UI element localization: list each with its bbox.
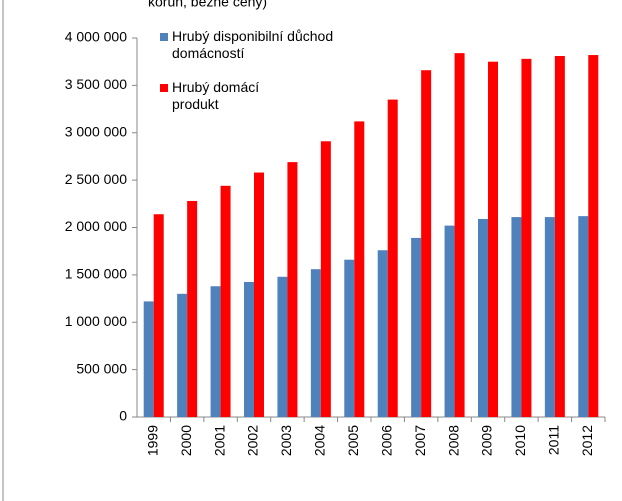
x-tick-label: 2005	[345, 425, 361, 456]
y-tick-label: 2 500 000	[65, 171, 127, 187]
x-tick-label: 2010	[512, 425, 528, 456]
bar	[488, 61, 498, 417]
bar	[320, 141, 331, 417]
bar	[277, 276, 288, 417]
bar	[377, 250, 388, 417]
bar	[554, 56, 565, 417]
bar	[210, 286, 221, 417]
bar	[220, 185, 231, 417]
bar	[478, 218, 488, 417]
bar	[578, 216, 589, 417]
bar	[544, 217, 555, 417]
bar	[387, 99, 398, 418]
bar	[187, 200, 198, 417]
legend-label: Hrubý disponibilní důchod domácností	[172, 28, 334, 61]
bar	[254, 172, 264, 417]
x-tick-label: 1999	[144, 425, 160, 456]
y-tick-label: 2 000 000	[65, 218, 127, 234]
bar	[153, 214, 164, 417]
x-tick-label: 2007	[412, 425, 428, 456]
y-tick-label: 4 000 000	[65, 29, 127, 45]
y-tick-label: 500 000	[76, 360, 127, 376]
legend-item: Hrubý disponibilní důchod domácností	[160, 28, 340, 62]
bar	[143, 301, 154, 417]
x-tick-label: 2006	[378, 425, 394, 456]
x-tick-label: 2011	[546, 425, 562, 455]
bar	[411, 237, 422, 417]
x-tick-label: 2002	[245, 425, 261, 456]
x-tick-label: 2009	[479, 425, 495, 456]
y-tick-label: 3 000 000	[65, 123, 127, 139]
x-tick-label: 2004	[312, 425, 328, 456]
x-tick-label: 2003	[278, 425, 294, 456]
bar	[421, 70, 432, 417]
x-tick-label: 2000	[178, 425, 194, 456]
bar	[454, 53, 465, 417]
bar	[310, 269, 321, 417]
bar	[444, 225, 455, 417]
y-tick-label: 1 500 000	[65, 266, 127, 282]
bar	[354, 121, 365, 417]
bar	[287, 162, 298, 417]
y-tick-label: 1 000 000	[65, 313, 127, 329]
bar	[511, 217, 522, 417]
legend-swatch	[160, 84, 168, 92]
chart-title: korun, běžné ceny)	[148, 0, 267, 10]
y-tick-label: 3 500 000	[65, 76, 127, 92]
bar	[521, 58, 532, 417]
legend-label: Hrubý domácí produkt	[172, 79, 260, 112]
bar	[588, 55, 599, 418]
x-tick-label: 2001	[211, 425, 227, 456]
legend-item: Hrubý domácí produkt	[160, 79, 340, 113]
x-tick-label: 2012	[579, 425, 595, 456]
x-tick-label: 2008	[445, 425, 461, 456]
bar	[344, 259, 355, 417]
bar	[244, 281, 254, 417]
legend-swatch	[160, 33, 168, 41]
y-tick-label: 0	[119, 408, 127, 424]
bar	[177, 293, 188, 417]
